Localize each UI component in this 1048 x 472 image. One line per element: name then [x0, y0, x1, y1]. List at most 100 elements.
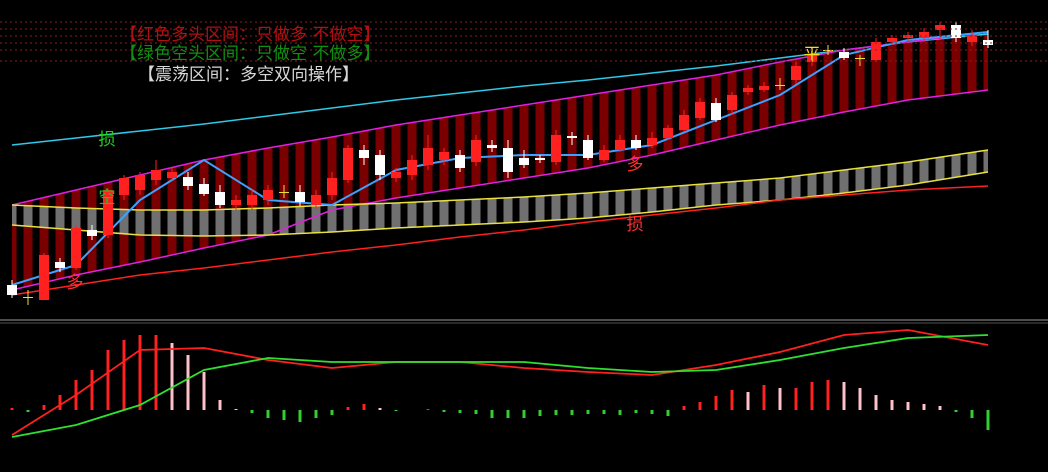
- histogram-bar: [58, 395, 62, 410]
- candle-body: [935, 25, 945, 30]
- line: [11, 171, 989, 237]
- histogram-bar: [906, 402, 910, 410]
- signal-label: 损: [99, 130, 116, 150]
- histogram-bar: [186, 355, 190, 410]
- candle-body: [279, 192, 289, 193]
- histogram-bar: [442, 410, 446, 412]
- histogram-bar: [106, 350, 110, 410]
- candle-body: [263, 190, 273, 200]
- candle-body: [519, 158, 529, 165]
- histogram-bar: [810, 382, 814, 410]
- signal-label: 多: [67, 273, 84, 293]
- histogram-bar: [90, 370, 94, 410]
- candle-body: [391, 172, 401, 178]
- candle-body: [855, 58, 865, 59]
- histogram-bar: [266, 410, 270, 418]
- candle-body: [231, 200, 241, 205]
- candle-body: [359, 150, 369, 158]
- histogram-bar: [842, 382, 846, 410]
- histogram-bar: [234, 409, 238, 410]
- candle-body: [535, 158, 545, 160]
- candle-body: [807, 55, 817, 62]
- candle-body: [663, 128, 673, 138]
- histogram-bar: [554, 410, 558, 415]
- histogram-bar: [698, 402, 702, 410]
- histogram-bar: [490, 410, 494, 418]
- signal-label: 空: [99, 188, 116, 208]
- candle-body: [343, 148, 353, 180]
- histogram-bar: [10, 408, 14, 410]
- candle-body: [23, 297, 33, 298]
- candle-body: [215, 192, 225, 205]
- histogram-bar: [138, 335, 142, 410]
- histogram-bar: [378, 408, 382, 410]
- candle-body: [551, 135, 561, 162]
- histogram-bar: [202, 372, 206, 410]
- candle-body: [327, 178, 337, 195]
- channel-fill: [12, 150, 988, 236]
- histogram-bar: [922, 404, 926, 410]
- histogram-bar: [250, 410, 254, 413]
- line: [11, 149, 989, 211]
- candle-body: [759, 86, 769, 90]
- histogram-bar: [474, 410, 478, 414]
- candle-body: [247, 195, 257, 205]
- histogram-bar: [522, 410, 526, 418]
- candle-body: [135, 175, 145, 190]
- histogram-bar: [314, 410, 318, 418]
- candle-body: [903, 35, 913, 38]
- histogram-bar: [714, 396, 718, 410]
- histogram-bar: [346, 407, 350, 410]
- candle-body: [967, 35, 977, 42]
- candle-body: [647, 138, 657, 145]
- histogram-bar: [778, 388, 782, 410]
- line: [11, 89, 989, 291]
- histogram-bar: [794, 388, 798, 410]
- histogram-bar: [858, 388, 862, 410]
- histogram-bar: [426, 409, 430, 410]
- histogram-bar: [986, 410, 990, 430]
- candle-body: [455, 155, 465, 168]
- candle-body: [615, 140, 625, 150]
- histogram-bar: [890, 400, 894, 410]
- candle-body: [775, 85, 785, 86]
- candle-body: [567, 136, 577, 138]
- histogram-bar: [746, 392, 750, 410]
- candle-body: [7, 285, 17, 295]
- note: 【绿色空头区间：只做空 不做多】: [120, 44, 380, 64]
- candle-body: [39, 255, 49, 300]
- candle-body: [295, 192, 305, 202]
- histogram-bar: [170, 343, 174, 410]
- histogram-bar: [394, 410, 398, 411]
- histogram-bar: [42, 405, 46, 410]
- candle-body: [711, 103, 721, 120]
- candle-body: [55, 262, 65, 268]
- histogram-bar: [122, 340, 126, 410]
- histogram-bar: [330, 410, 334, 415]
- candle-body: [167, 172, 177, 178]
- histogram-bar: [650, 410, 654, 414]
- candle-body: [311, 195, 321, 205]
- histogram-bar: [682, 406, 686, 410]
- candle-body: [103, 190, 113, 235]
- candle-body: [375, 155, 385, 175]
- note: 【震荡区间：多空双向操作】: [138, 65, 359, 85]
- histogram-bar: [538, 410, 542, 416]
- histogram-bar: [602, 410, 606, 414]
- candle-body: [487, 145, 497, 148]
- histogram-bar: [666, 410, 670, 416]
- candle-body: [407, 160, 417, 175]
- candle-body: [423, 148, 433, 165]
- candle-body: [679, 115, 689, 130]
- line: [11, 334, 989, 438]
- histogram-bar: [874, 395, 878, 410]
- candle-body: [631, 140, 641, 148]
- histogram-bar: [730, 390, 734, 410]
- candle-body: [919, 32, 929, 38]
- candle-body: [983, 40, 993, 45]
- line: [11, 329, 989, 436]
- candle-body: [151, 170, 161, 180]
- signal-label: 平: [804, 45, 821, 65]
- histogram-bar: [26, 410, 30, 412]
